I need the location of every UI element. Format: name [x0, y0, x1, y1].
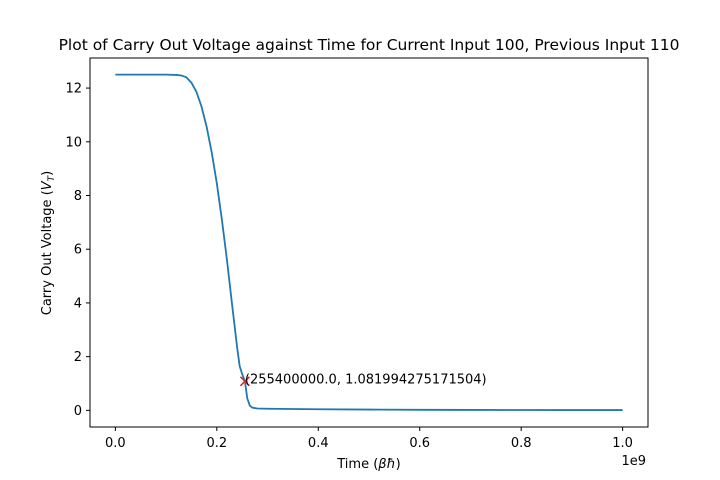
x-tick-label: 0.0	[105, 436, 126, 451]
x-axis-label: Time (βħ)	[336, 457, 400, 472]
x-tick-label: 0.2	[206, 436, 227, 451]
x-tick-label: 1.0	[612, 436, 633, 451]
series-line	[115, 73, 623, 411]
axes-frame	[89, 57, 649, 428]
y-axis-label: Carry Out Voltage (VT)	[40, 171, 57, 315]
chart-title: Plot of Carry Out Voltage against Time f…	[59, 36, 680, 54]
x-axis-ticks: 0.0 0.2 0.4 0.6 0.8 1.0	[105, 427, 633, 451]
x-axis-label-symbol: βħ	[377, 457, 395, 472]
marker-point	[239, 376, 250, 387]
y-tick-label: 0	[74, 404, 82, 419]
y-axis-label-suffix: )	[40, 171, 55, 176]
x-tick-label: 0.4	[308, 436, 329, 451]
x-axis-label-prefix: Time (	[336, 457, 378, 472]
y-axis-label-prefix: Carry Out Voltage (	[40, 190, 55, 315]
x-tick-label: 0.6	[409, 436, 430, 451]
y-tick-label: 10	[65, 135, 82, 150]
y-axis-label-symbol: V	[40, 180, 55, 190]
y-tick-label: 8	[74, 189, 82, 204]
marker-annotation: (255400000.0, 1.081994275171504)	[245, 372, 487, 387]
y-axis-ticks: 0 2 4 6 8 10 12	[65, 82, 90, 419]
marker-stroke	[239, 376, 250, 387]
y-tick-label: 6	[74, 243, 82, 258]
y-tick-label: 2	[74, 350, 82, 365]
y-tick-label: 4	[74, 296, 82, 311]
x-axis-offset-label: 1e9	[621, 454, 646, 469]
plot-area: (255400000.0, 1.081994275171504)	[115, 73, 623, 411]
y-axis-label-subscript: T	[47, 174, 57, 181]
x-tick-label: 0.8	[511, 436, 532, 451]
x-axis-label-suffix: )	[396, 457, 401, 472]
y-tick-label: 12	[65, 82, 82, 97]
